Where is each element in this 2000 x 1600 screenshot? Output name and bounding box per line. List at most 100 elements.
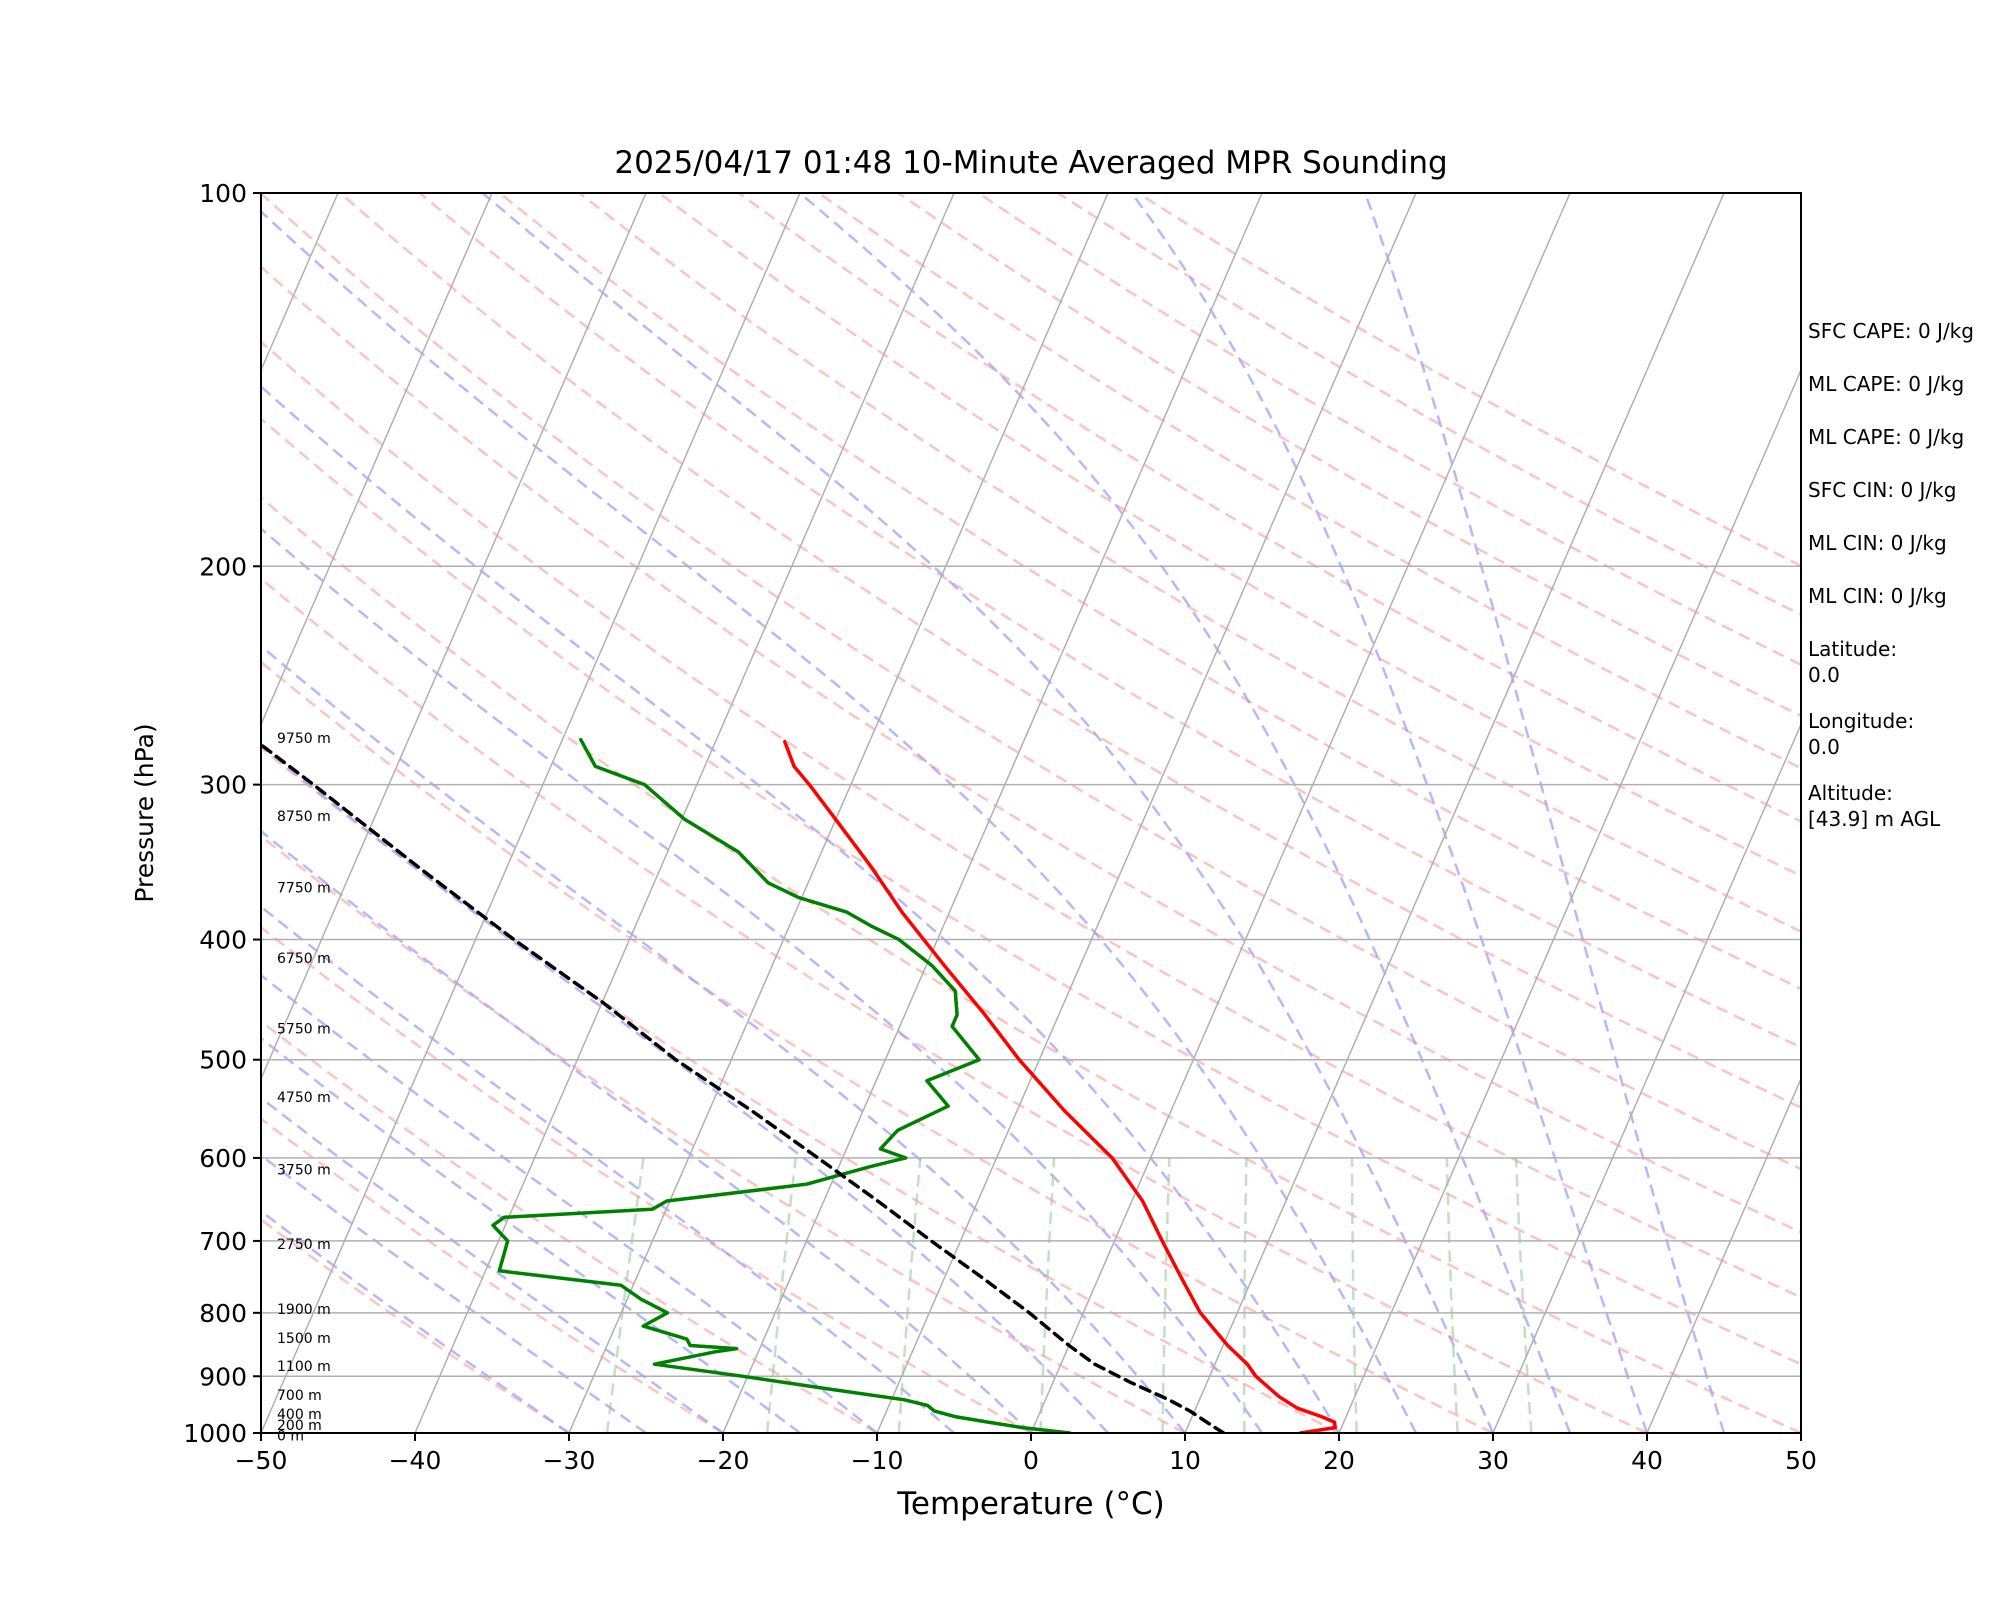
isotherm-line — [0, 193, 30, 1433]
dry-adiabat-line — [261, 577, 1648, 1433]
x-tick-label: −10 — [851, 1446, 904, 1475]
moist-adiabat-line — [261, 905, 955, 1433]
dry-adiabat-line — [261, 660, 1494, 1433]
height-label: 700 m — [277, 1388, 322, 1404]
isotherm-line — [1184, 193, 1725, 1433]
y-tick-label: 400 — [199, 926, 247, 955]
y-tick-label: 600 — [199, 1144, 247, 1173]
moist-adiabat-line — [261, 384, 1341, 1433]
y-tick-label: 200 — [199, 552, 247, 581]
y-tick-label: 800 — [199, 1299, 247, 1328]
isotherm-line — [261, 193, 493, 727]
moist-adiabat-line — [261, 1209, 570, 1433]
isotherm-line — [1338, 368, 1801, 1433]
dry-adiabat-line — [817, 193, 1801, 770]
stats-item: ML CIN: 0 J/kg — [1808, 531, 1947, 555]
height-label: 6750 m — [277, 951, 331, 967]
dry-adiabat-line — [578, 193, 1801, 934]
moist-adiabat-line — [261, 1096, 724, 1433]
stats-item: Longitude: 0.0 — [1808, 709, 1915, 759]
height-label: 1500 m — [277, 1331, 331, 1347]
height-label: 3750 m — [277, 1162, 331, 1178]
dry-adiabat-line — [261, 925, 1032, 1433]
stats-item: SFC CAPE: 0 J/kg — [1808, 319, 1974, 343]
sounding-stats-panel: SFC CAPE: 0 J/kg ML CAPE: 0 J/kg ML CAPE: … — [1808, 318, 1998, 832]
isotherm-line — [722, 193, 1263, 1433]
moist-adiabat-line — [261, 829, 1032, 1433]
mixing-ratio-line — [1039, 1157, 1056, 1433]
isotherm-line — [1492, 722, 1801, 1433]
dry-adiabat-line — [261, 1019, 878, 1433]
height-label: 7750 m — [277, 880, 331, 896]
mixing-ratio-line — [897, 1157, 922, 1433]
height-label: 200 m — [277, 1418, 322, 1434]
dry-adiabat-line — [418, 193, 1801, 1049]
x-tick-label: 10 — [1169, 1446, 1201, 1475]
dry-adiabat-line — [261, 340, 1801, 1299]
x-tick-label: 0 — [1023, 1446, 1039, 1475]
moist-adiabat-line — [481, 193, 1495, 1433]
moist-adiabat-line — [798, 193, 1572, 1433]
moist-adiabat-line — [1363, 193, 1726, 1433]
mixing-ratio-line — [1350, 1157, 1358, 1433]
stats-item: SFC CIN: 0 J/kg — [1808, 478, 1957, 502]
dry-adiabat-line — [261, 496, 1801, 1433]
height-label: 1900 m — [277, 1302, 331, 1318]
isotherm-line — [876, 193, 1417, 1433]
mixing-ratio-line — [765, 1157, 797, 1433]
y-tick-label: 500 — [199, 1046, 247, 1075]
moist-adiabat-line — [261, 644, 1186, 1433]
stats-item: ML CIN: 0 J/kg — [1808, 584, 1947, 608]
x-tick-label: 50 — [1785, 1446, 1817, 1475]
mixing-ratio-line — [1161, 1157, 1171, 1433]
stats-item: ML CAPE: 0 J/kg — [1808, 425, 1965, 449]
stats-item: Altitude: [43.9] m AGL — [1808, 781, 1941, 831]
height-label: 2750 m — [277, 1237, 331, 1253]
dry-adiabat-line — [261, 193, 1801, 1171]
y-tick-label: 100 — [199, 179, 247, 208]
y-tick-label: 900 — [199, 1362, 247, 1391]
moist-adiabat-line — [261, 743, 1109, 1433]
y-tick-label: 1000 — [183, 1419, 247, 1448]
height-label: 9750 m — [277, 731, 331, 747]
dry-adiabat-line — [261, 834, 1186, 1433]
y-tick-label: 700 — [199, 1227, 247, 1256]
x-tick-label: 30 — [1477, 1446, 1509, 1475]
height-label: 0 m — [277, 1429, 304, 1445]
isotherm-line — [1030, 193, 1571, 1433]
dry-adiabat-line — [658, 193, 1801, 878]
isotherm-line — [414, 193, 955, 1433]
parcel-profile-line — [261, 742, 1226, 1433]
stats-item: Latitude: 0.0 — [1808, 637, 1898, 687]
dry-adiabat-line — [261, 1117, 724, 1433]
mixing-ratio-line — [1514, 1157, 1533, 1433]
x-tick-label: −40 — [389, 1446, 442, 1475]
temperature-profile-line — [783, 739, 1337, 1433]
dry-adiabat-line — [738, 193, 1801, 823]
x-tick-label: −20 — [697, 1446, 750, 1475]
height-label: 1100 m — [277, 1359, 331, 1375]
moist-adiabat-line — [261, 209, 1418, 1433]
isotherm-line — [261, 193, 801, 1433]
dewpoint-profile-line — [491, 737, 1072, 1433]
dry-adiabat-line — [339, 193, 1801, 1109]
y-tick-label: 300 — [199, 771, 247, 800]
x-tick-label: 40 — [1631, 1446, 1663, 1475]
dry-adiabat-line — [261, 1218, 570, 1433]
height-label: 5750 m — [277, 1022, 331, 1038]
x-tick-label: 20 — [1323, 1446, 1355, 1475]
x-tick-label: −50 — [235, 1446, 288, 1475]
isotherm-line — [1646, 1076, 1801, 1433]
moist-adiabat-line — [261, 1153, 647, 1433]
isotherm-line — [261, 193, 647, 1081]
height-label: 4750 m — [277, 1090, 331, 1106]
x-axis-label: Temperature (°C) — [896, 1486, 1165, 1522]
plot-frame — [260, 192, 1802, 1434]
x-tick-label: −30 — [543, 1446, 596, 1475]
moist-adiabat-line — [261, 973, 878, 1433]
height-label: 8750 m — [277, 809, 331, 825]
moist-adiabat-line — [1130, 193, 1649, 1433]
dry-adiabat-line — [261, 265, 1801, 1234]
moist-adiabat-line — [261, 526, 1264, 1433]
